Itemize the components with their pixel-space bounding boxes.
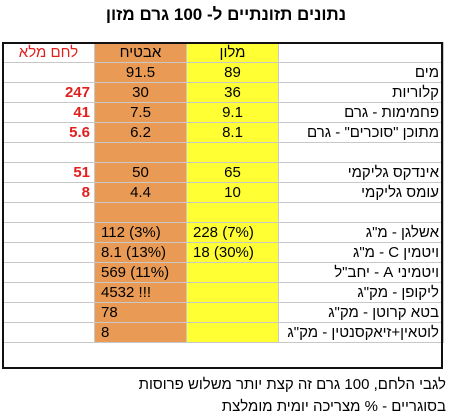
header-row: לחם מלא אבטיח מלון: [2, 42, 444, 63]
row-label[interactable]: פחמימות - גרם: [278, 102, 444, 123]
row-label[interactable]: מתוכן "סוכרים" - גרם: [278, 122, 444, 143]
melon-cell[interactable]: 89: [186, 62, 279, 83]
bread-cell[interactable]: [2, 322, 95, 343]
title-prefix: נתונים תזונתיים ל-: [206, 5, 347, 24]
row-label[interactable]: אשלגן - מ"ג: [278, 222, 444, 243]
bread-cell[interactable]: [2, 142, 95, 163]
bread-cell[interactable]: [2, 302, 95, 323]
melon-cell[interactable]: [186, 302, 279, 323]
page-title: נתונים תזונתיים ל- 100 גרם מזון: [0, 2, 452, 28]
table-row: 5.6 6.2 8.1 מתוכן "סוכרים" - גרם: [2, 122, 444, 143]
table-row: [2, 142, 444, 163]
avocado-cell[interactable]: 4.4: [94, 182, 187, 203]
avocado-cell[interactable]: 6.2: [94, 122, 187, 143]
table-row: 8.1 (13%) 18 (30%) ויטמין C - מ"ג: [2, 242, 444, 263]
row-label[interactable]: [278, 142, 444, 163]
avocado-cell[interactable]: 7.5: [94, 102, 187, 123]
table-row: 91.5 89 מים: [2, 62, 444, 83]
avocado-cell[interactable]: 30: [94, 82, 187, 103]
avocado-cell[interactable]: 8.1 (13%): [94, 242, 187, 263]
table-row: 8 4.4 10 עומס גליקמי: [2, 182, 444, 203]
bread-cell[interactable]: 247: [2, 82, 95, 103]
table-row: 8 לוטאין+זיאקסנטין - מק"ג: [2, 322, 444, 343]
melon-cell[interactable]: [186, 282, 279, 303]
header-bread[interactable]: לחם מלא: [2, 42, 95, 63]
bread-cell[interactable]: [2, 62, 95, 83]
bread-cell[interactable]: [2, 282, 95, 303]
title-suffix: גרם מזון: [105, 5, 170, 24]
avocado-cell[interactable]: 78: [94, 302, 187, 323]
melon-cell[interactable]: [186, 322, 279, 343]
melon-cell[interactable]: [186, 202, 279, 223]
row-label[interactable]: ליקופן - מק"ג: [278, 282, 444, 303]
table-row: [2, 202, 444, 223]
row-label[interactable]: אינדקס גליקמי: [278, 162, 444, 183]
bread-cell[interactable]: [2, 242, 95, 263]
bread-cell[interactable]: 5.6: [2, 122, 95, 143]
table-row: 51 50 65 אינדקס גליקמי: [2, 162, 444, 183]
avocado-cell[interactable]: 569 (11%): [94, 262, 187, 283]
bread-cell[interactable]: 41: [2, 102, 95, 123]
avocado-cell[interactable]: [94, 202, 187, 223]
row-label[interactable]: קלוריות: [278, 82, 444, 103]
melon-cell[interactable]: [186, 142, 279, 163]
header-label[interactable]: [278, 42, 444, 63]
row-label[interactable]: לוטאין+זיאקסנטין - מק"ג: [278, 322, 444, 343]
melon-cell[interactable]: 18 (30%): [186, 242, 279, 263]
table-row: 247 30 36 קלוריות: [2, 82, 444, 103]
row-label[interactable]: בטא קרוטן - מק"ג: [278, 302, 444, 323]
nutrition-table: לחם מלא אבטיח מלון 91.5 89 מים 247 30 36 קלורי…: [2, 42, 444, 343]
header-avocado[interactable]: אבטיח: [94, 42, 187, 63]
footnote-bread[interactable]: לגבי הלחם, 100 גרם זה קצת יותר משלוש פרו…: [138, 376, 446, 393]
avocado-cell[interactable]: 8: [94, 322, 187, 343]
title-number: 100: [173, 5, 203, 24]
bread-cell[interactable]: [2, 202, 95, 223]
avocado-cell[interactable]: 91.5: [94, 62, 187, 83]
bread-cell[interactable]: 51: [2, 162, 95, 183]
avocado-cell[interactable]: 4532 !!!: [94, 282, 187, 303]
row-label[interactable]: ויטמיני A - יחב"ל: [278, 262, 444, 283]
table-row: 569 (11%) ויטמיני A - יחב"ל: [2, 262, 444, 283]
bread-cell[interactable]: [2, 222, 95, 243]
table-row: 4532 !!! ליקופן - מק"ג: [2, 282, 444, 303]
melon-cell[interactable]: 65: [186, 162, 279, 183]
avocado-cell[interactable]: [94, 142, 187, 163]
bread-cell[interactable]: 8: [2, 182, 95, 203]
bread-cell[interactable]: [2, 262, 95, 283]
table-row: 78 בטא קרוטן - מק"ג: [2, 302, 444, 323]
row-label[interactable]: [278, 202, 444, 223]
melon-cell[interactable]: [186, 262, 279, 283]
melon-cell[interactable]: 10: [186, 182, 279, 203]
avocado-cell[interactable]: 50: [94, 162, 187, 183]
table-row: 41 7.5 9.1 פחמימות - גרם: [2, 102, 444, 123]
row-label[interactable]: עומס גליקמי: [278, 182, 444, 203]
avocado-cell[interactable]: 112 (3%): [94, 222, 187, 243]
footnote-brackets[interactable]: בסוגריים - % מצריכה יומית מומלצת: [221, 398, 446, 415]
melon-cell[interactable]: 36: [186, 82, 279, 103]
table-row: 112 (3%) 228 (7%) אשלגן - מ"ג: [2, 222, 444, 243]
row-label[interactable]: ויטמין C - מ"ג: [278, 242, 444, 263]
melon-cell[interactable]: 9.1: [186, 102, 279, 123]
row-label[interactable]: מים: [278, 62, 444, 83]
melon-cell[interactable]: 228 (7%): [186, 222, 279, 243]
melon-cell[interactable]: 8.1: [186, 122, 279, 143]
header-melon[interactable]: מלון: [186, 42, 279, 63]
